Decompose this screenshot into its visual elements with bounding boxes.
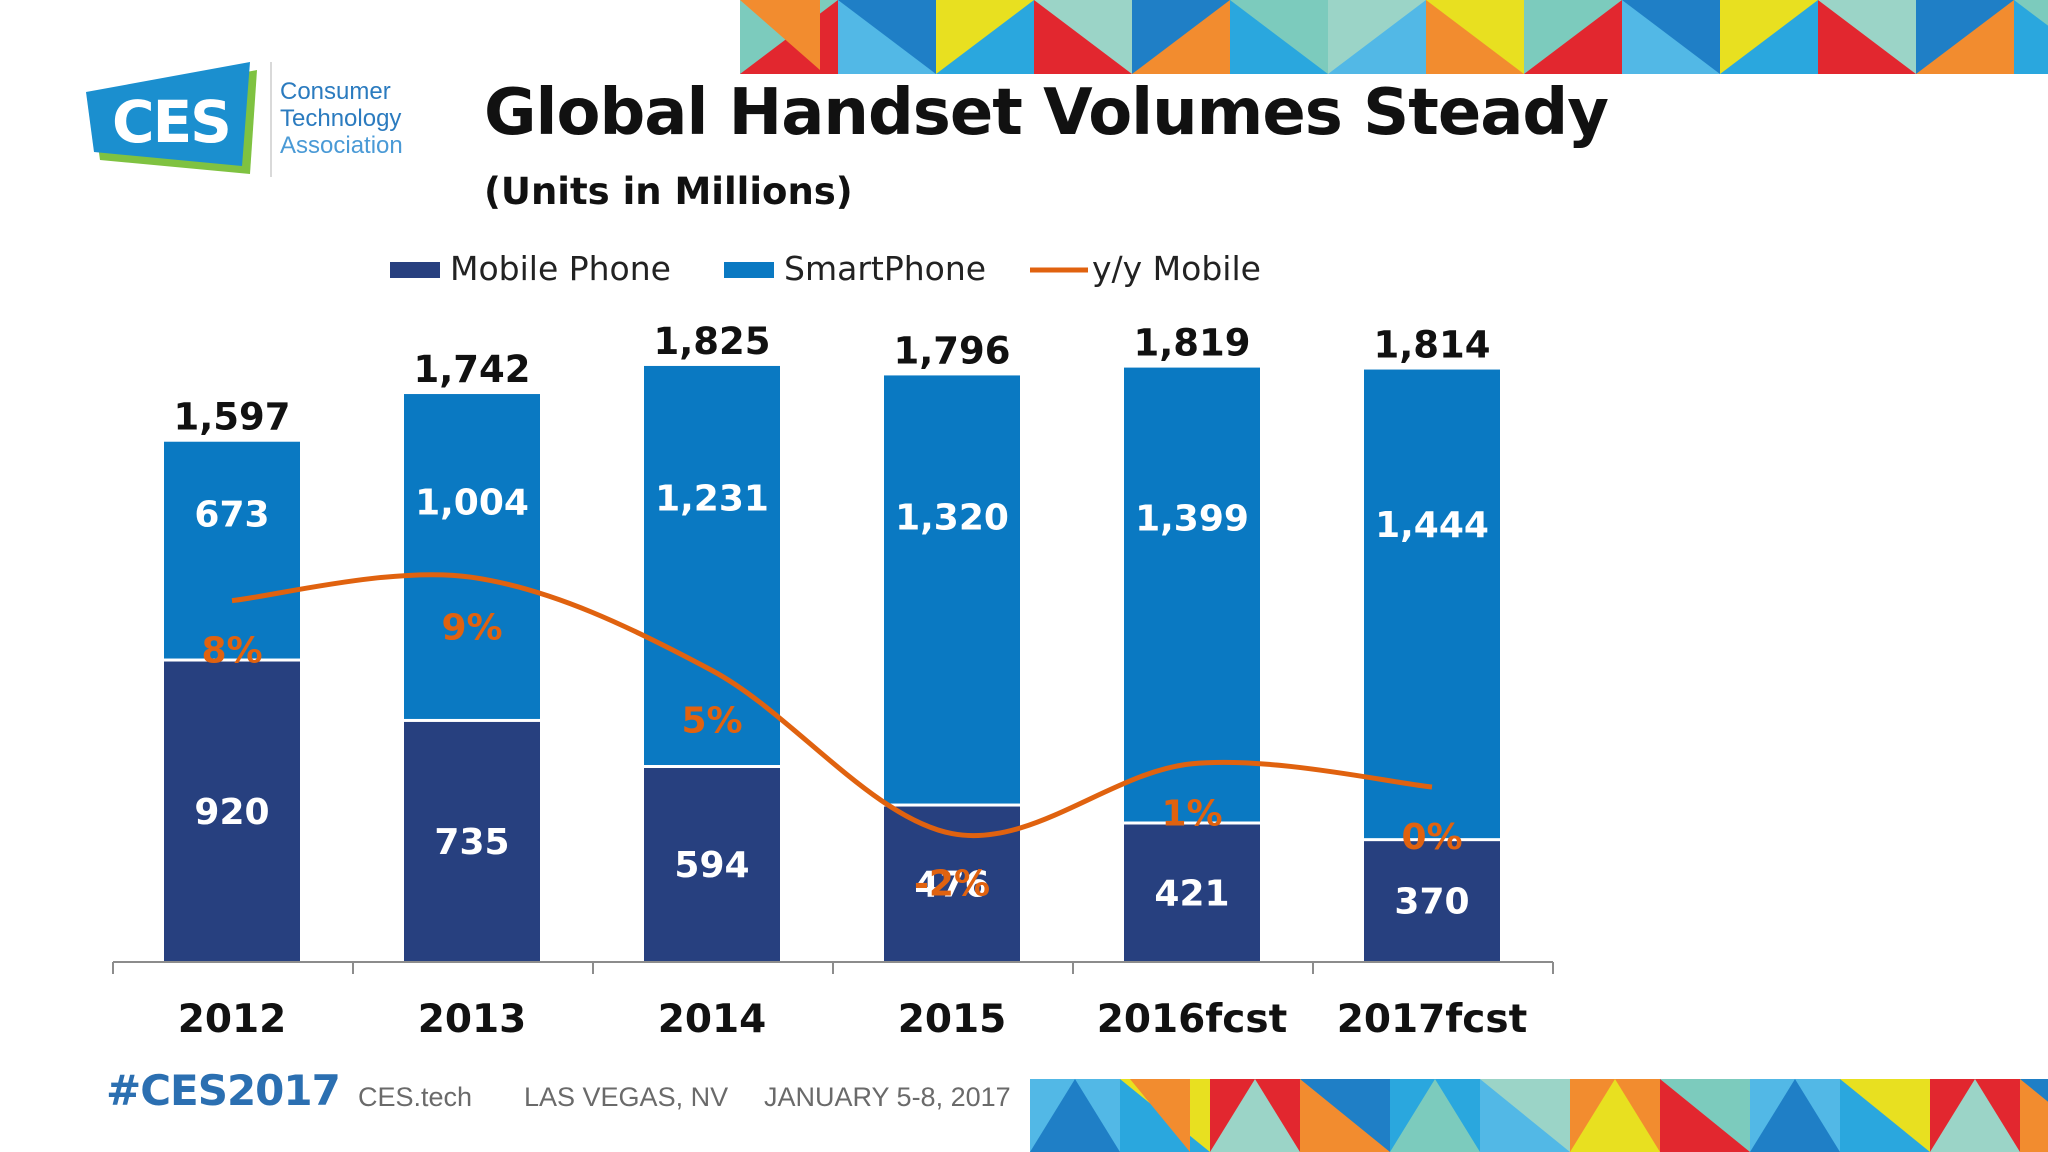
bar-label-smartphone: 1,231: [655, 479, 769, 520]
deco-band-triangle: [1570, 1079, 1660, 1152]
legend-label-mobile-phone: Mobile Phone: [450, 249, 671, 288]
legend-swatch-mobile-phone: [390, 262, 440, 278]
deco-band-triangle: [1426, 0, 1524, 74]
deco-band-triangle: [1132, 0, 1230, 74]
logo-divider: [270, 62, 272, 177]
x-tick-label: 2015: [898, 997, 1007, 1042]
decorative-triangle-banner-top: [740, 0, 2048, 74]
logo-org-line: Consumer: [280, 78, 391, 105]
deco-band-triangle: [1660, 1079, 1750, 1152]
x-tick-label: 2016fcst: [1097, 997, 1288, 1042]
bar-total-label: 1,796: [893, 329, 1010, 372]
deco-band-triangle: [1622, 0, 1720, 74]
deco-band-triangle: [936, 0, 1034, 74]
bar-label-mobile-phone: 476: [914, 864, 989, 905]
yy-mobile-label: 0%: [1401, 817, 1462, 858]
x-tick-label: 2014: [658, 997, 767, 1042]
deco-band-triangle: [1524, 0, 1622, 74]
bar-smartphone: [884, 375, 1020, 804]
bar-total-label: 1,825: [653, 320, 770, 363]
deco-band-triangle: [838, 0, 936, 74]
bar-smartphone: [1124, 367, 1260, 822]
deco-band-triangle: [1720, 0, 1818, 74]
deco-band-triangle: [1750, 1079, 1840, 1152]
footer-hashtag: #CES2017: [106, 1066, 341, 1115]
deco-band-triangle: [1818, 0, 1916, 74]
logo-org-line: Technology: [280, 105, 402, 132]
deco-band-triangle: [2020, 1079, 2048, 1152]
ces-logo-text: CES: [112, 88, 232, 156]
x-tick-label: 2013: [418, 997, 527, 1042]
x-tick-label: 2012: [178, 997, 287, 1042]
bar-smartphone: [1364, 369, 1500, 839]
deco-band-triangle: [1390, 1079, 1480, 1152]
deco-band-triangle: [1300, 1079, 1390, 1152]
bar-label-mobile-phone: 594: [674, 845, 749, 886]
deco-band-triangle: [740, 0, 820, 70]
bar-mobile-phone: [164, 661, 300, 962]
footer-dates: JANUARY 5-8, 2017: [764, 1082, 1011, 1112]
logo-org-name: Consumer Technology Association: [280, 78, 450, 159]
bar-mobile-phone: [644, 767, 780, 962]
ces-logo-mark: [86, 62, 257, 174]
deco-band-triangle: [2014, 0, 2048, 26]
deco-band-triangle: [1210, 1079, 1300, 1152]
legend-label-smartphone: SmartPhone: [784, 249, 986, 288]
yy-mobile-label: 8%: [201, 631, 262, 672]
bar-label-smartphone: 673: [194, 494, 269, 535]
bar-label-mobile-phone: 735: [434, 822, 509, 863]
bar-smartphone: [404, 394, 540, 719]
yy-mobile-label: -2%: [914, 864, 990, 905]
footer-location: LAS VEGAS, NV: [524, 1082, 729, 1112]
slide-subtitle: (Units in Millions): [484, 170, 853, 213]
stacked-bar-chart: Mobile Phone SmartPhone y/y Mobile 920 673 1,…: [112, 249, 1554, 1042]
deco-band-triangle: [1328, 0, 1426, 74]
yy-mobile-label: 5%: [681, 701, 742, 742]
deco-band-triangle: [1930, 1079, 2020, 1152]
yy-mobile-line: [231, 572, 1433, 838]
deco-band-triangle: [1916, 0, 2014, 74]
bar-label-mobile-phone: 920: [194, 792, 269, 833]
bar-label-smartphone: 1,004: [415, 482, 529, 523]
deco-band-triangle: [1034, 0, 1132, 74]
bar-mobile-phone: [404, 721, 540, 962]
legend-swatch-smartphone: [724, 262, 774, 278]
x-tick-label: 2017fcst: [1337, 997, 1528, 1042]
slide-title: Global Handset Volumes Steady: [484, 76, 1609, 150]
deco-band-triangle: [1130, 1079, 1190, 1152]
deco-band-triangle: [1230, 0, 1328, 74]
bar-label-smartphone: 1,399: [1135, 498, 1249, 539]
cta-logo: CES Consumer Technology Association: [82, 62, 442, 182]
legend-label-yy-mobile: y/y Mobile: [1092, 249, 1261, 288]
bar-label-mobile-phone: 370: [1394, 882, 1469, 923]
decorative-triangle-banner-bottom: [1030, 1079, 2048, 1152]
bar-total-label: 1,814: [1373, 324, 1490, 367]
deco-band-triangle: [1840, 1079, 1930, 1152]
bar-total-label: 1,742: [413, 348, 530, 391]
yy-mobile-label: 9%: [441, 607, 502, 648]
bar-total-label: 1,597: [173, 396, 290, 439]
chart-legend: Mobile Phone SmartPhone y/y Mobile: [390, 249, 1261, 288]
bar-mobile-phone: [1364, 841, 1500, 962]
bar-label-smartphone: 1,444: [1375, 505, 1489, 546]
bar-label-mobile-phone: 421: [1154, 873, 1229, 914]
yy-mobile-label: 1%: [1161, 794, 1222, 835]
logo-org-line: Association: [280, 132, 403, 159]
bar-mobile-phone: [1124, 824, 1260, 962]
bar-label-smartphone: 1,320: [895, 498, 1009, 539]
footer-site: CES.tech: [358, 1082, 473, 1112]
deco-band-triangle: [1480, 1079, 1570, 1152]
bar-smartphone: [164, 441, 300, 659]
bar-total-label: 1,819: [1133, 322, 1250, 365]
deco-band-triangle: [1030, 1079, 1120, 1152]
